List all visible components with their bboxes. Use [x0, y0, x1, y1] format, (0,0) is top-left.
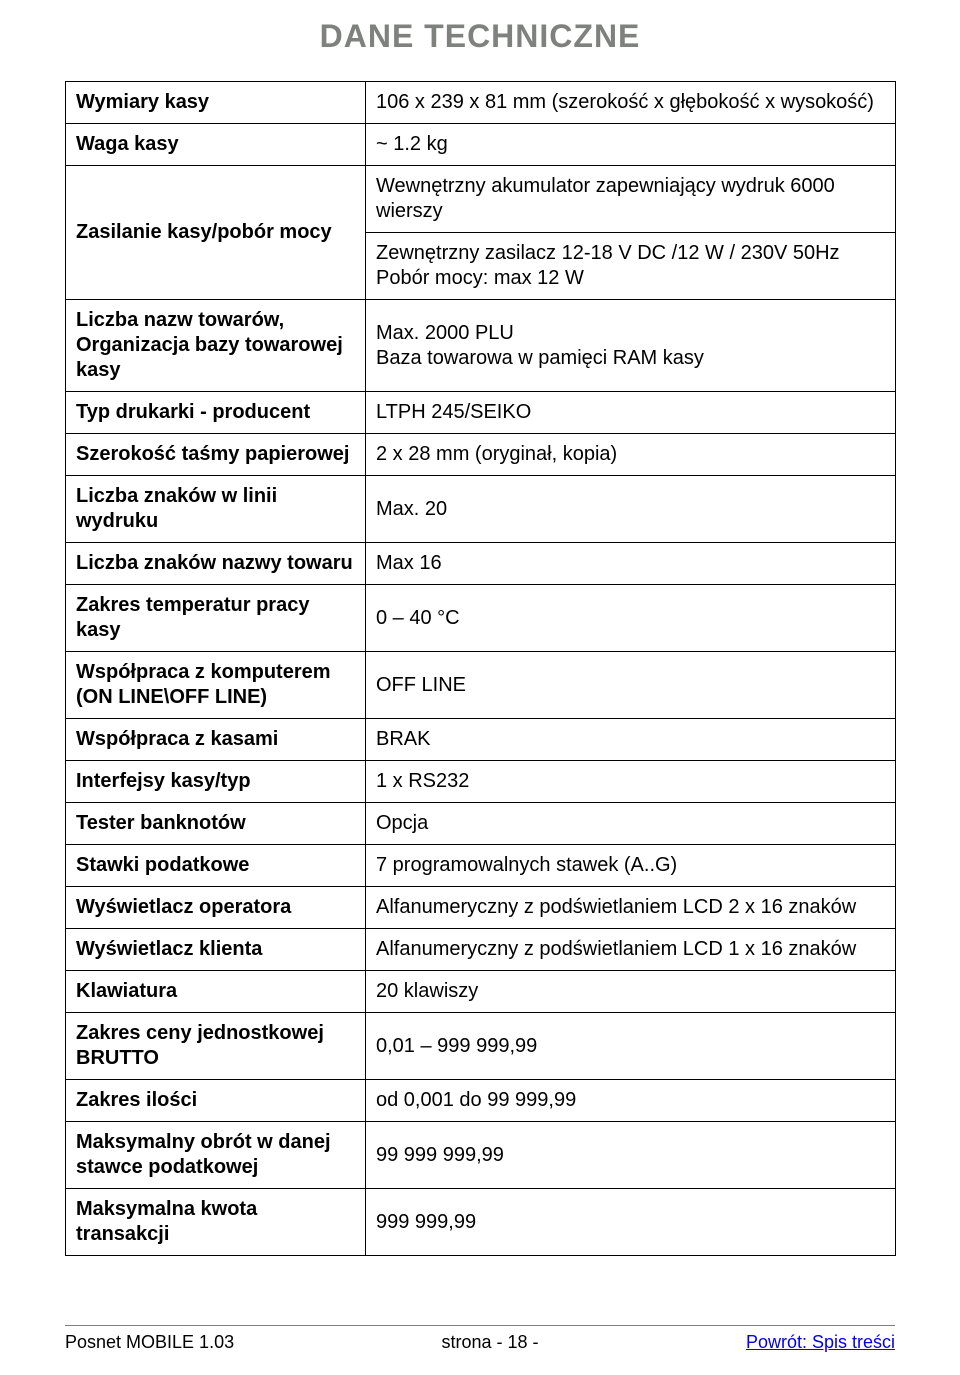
- table-row: Typ drukarki - producent LTPH 245/SEIKO: [66, 392, 896, 434]
- spec-label: Zakres ceny jednostkowej BRUTTO: [66, 1013, 366, 1080]
- spec-value: 7 programowalnych stawek (A..G): [366, 845, 896, 887]
- spec-value: OFF LINE: [366, 652, 896, 719]
- spec-label: Zasilanie kasy/pobór mocy: [66, 166, 366, 300]
- table-row: Stawki podatkowe7 programowalnych stawek…: [66, 845, 896, 887]
- spec-label: Klawiatura: [66, 971, 366, 1013]
- table-row: Klawiatura20 klawiszy: [66, 971, 896, 1013]
- spec-label: Wymiary kasy: [66, 82, 366, 124]
- spec-value: 999 999,99: [366, 1189, 896, 1256]
- footer-rule: [65, 1325, 895, 1326]
- table-row: Zakres ceny jednostkowej BRUTTO0,01 – 99…: [66, 1013, 896, 1080]
- spec-label: Zakres ilości: [66, 1080, 366, 1122]
- spec-label: Maksymalny obrót w danej stawce podatkow…: [66, 1122, 366, 1189]
- spec-value: Max 16: [366, 543, 896, 585]
- spec-value: Max. 2000 PLUBaza towarowa w pamięci RAM…: [366, 300, 896, 392]
- spec-label: Liczba nazw towarów, Organizacja bazy to…: [66, 300, 366, 392]
- spec-value: 1 x RS232: [366, 761, 896, 803]
- spec-table-body: Wymiary kasy106 x 239 x 81 mm (szerokość…: [66, 82, 896, 1256]
- spec-value: 2 x 28 mm (oryginał, kopia): [366, 434, 896, 476]
- spec-value: Wewnętrzny akumulator zapewniający wydru…: [366, 166, 896, 233]
- table-row: Wyświetlacz klientaAlfanumeryczny z podś…: [66, 929, 896, 971]
- table-row: Wyświetlacz operatoraAlfanumeryczny z po…: [66, 887, 896, 929]
- spec-label: Współpraca z kasami: [66, 719, 366, 761]
- footer-right: Powrót: Spis treści: [746, 1332, 895, 1353]
- spec-label: Interfejsy kasy/typ: [66, 761, 366, 803]
- spec-table: Wymiary kasy106 x 239 x 81 mm (szerokość…: [65, 81, 896, 1256]
- spec-value: Alfanumeryczny z podświetlaniem LCD 1 x …: [366, 929, 896, 971]
- table-row: Liczba nazw towarów, Organizacja bazy to…: [66, 300, 896, 392]
- table-row: Współpraca z kasami BRAK: [66, 719, 896, 761]
- spec-label: Tester banknotów: [66, 803, 366, 845]
- table-row: Liczba znaków w linii wydrukuMax. 20: [66, 476, 896, 543]
- page-title: DANE TECHNICZNE: [0, 0, 960, 81]
- spec-value: 106 x 239 x 81 mm (szerokość x głębokość…: [366, 82, 896, 124]
- spec-value: LTPH 245/SEIKO: [366, 392, 896, 434]
- table-row: Interfejsy kasy/typ1 x RS232: [66, 761, 896, 803]
- table-row: Szerokość taśmy papierowej2 x 28 mm (ory…: [66, 434, 896, 476]
- table-row: Maksymalny obrót w danej stawce podatkow…: [66, 1122, 896, 1189]
- spec-label: Zakres temperatur pracy kasy: [66, 585, 366, 652]
- table-row: Tester banknotówOpcja: [66, 803, 896, 845]
- spec-label: Szerokość taśmy papierowej: [66, 434, 366, 476]
- table-row: Liczba znaków nazwy towaruMax 16: [66, 543, 896, 585]
- table-row: Zasilanie kasy/pobór mocyWewnętrzny akum…: [66, 166, 896, 233]
- spec-value: 0 – 40 °C: [366, 585, 896, 652]
- footer-page-number: strona - 18 -: [442, 1332, 539, 1353]
- spec-label: Wyświetlacz klienta: [66, 929, 366, 971]
- spec-value: od 0,001 do 99 999,99: [366, 1080, 896, 1122]
- spec-label: Liczba znaków w linii wydruku: [66, 476, 366, 543]
- spec-value: Zewnętrzny zasilacz 12-18 V DC /12 W / 2…: [366, 233, 896, 300]
- spec-value: ~ 1.2 kg: [366, 124, 896, 166]
- table-row: Waga kasy~ 1.2 kg: [66, 124, 896, 166]
- spec-value: BRAK: [366, 719, 896, 761]
- table-row: Współpraca z komputerem (ON LINE\OFF LIN…: [66, 652, 896, 719]
- spec-value: Alfanumeryczny z podświetlaniem LCD 2 x …: [366, 887, 896, 929]
- table-row: Wymiary kasy106 x 239 x 81 mm (szerokość…: [66, 82, 896, 124]
- spec-value: 0,01 – 999 999,99: [366, 1013, 896, 1080]
- document-page: DANE TECHNICZNE Wymiary kasy106 x 239 x …: [0, 0, 960, 1375]
- table-row: Zakres temperatur pracy kasy0 – 40 °C: [66, 585, 896, 652]
- spec-label: Liczba znaków nazwy towaru: [66, 543, 366, 585]
- spec-label: Współpraca z komputerem (ON LINE\OFF LIN…: [66, 652, 366, 719]
- spec-label: Typ drukarki - producent: [66, 392, 366, 434]
- page-footer: Posnet MOBILE 1.03 strona - 18 - Powrót:…: [0, 1325, 960, 1353]
- footer-row: Posnet MOBILE 1.03 strona - 18 - Powrót:…: [0, 1332, 960, 1353]
- spec-label: Maksymalna kwota transakcji: [66, 1189, 366, 1256]
- spec-label: Wyświetlacz operatora: [66, 887, 366, 929]
- spec-value: 99 999 999,99: [366, 1122, 896, 1189]
- spec-value: Max. 20: [366, 476, 896, 543]
- footer-left-text: Posnet MOBILE 1.03: [65, 1332, 234, 1353]
- spec-value: 20 klawiszy: [366, 971, 896, 1013]
- spec-value: Opcja: [366, 803, 896, 845]
- spec-label: Stawki podatkowe: [66, 845, 366, 887]
- toc-return-link[interactable]: Powrót: Spis treści: [746, 1332, 895, 1352]
- table-row: Maksymalna kwota transakcji999 999,99: [66, 1189, 896, 1256]
- table-row: Zakres ilościod 0,001 do 99 999,99: [66, 1080, 896, 1122]
- spec-label: Waga kasy: [66, 124, 366, 166]
